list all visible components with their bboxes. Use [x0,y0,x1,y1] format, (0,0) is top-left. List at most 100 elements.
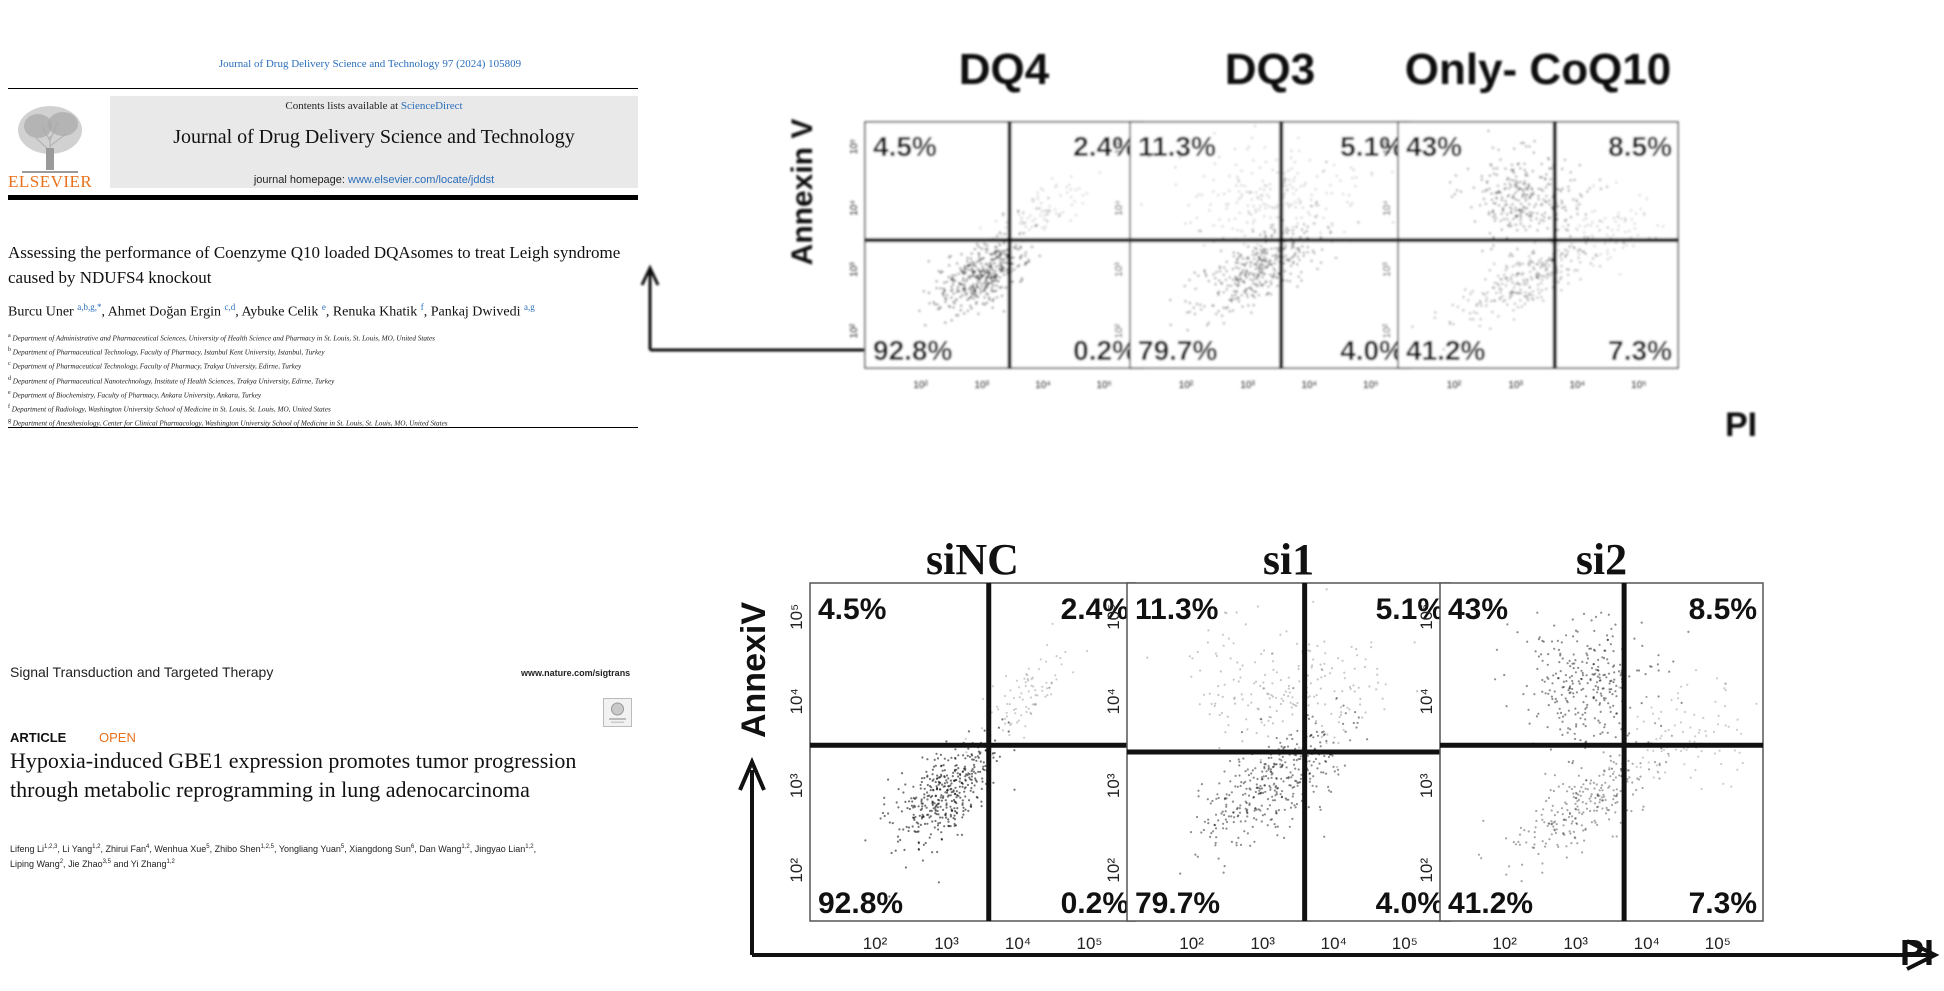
scatter-point [905,825,908,829]
scatter-point [1658,777,1661,780]
scatter-point [1236,661,1239,664]
scatter-point [1252,205,1255,208]
scatter-point [1277,249,1280,252]
scatter-point [1312,775,1315,778]
sciencedirect-link[interactable]: ScienceDirect [400,100,463,112]
scatter-point [1524,193,1527,196]
paper1-journal-reference[interactable]: Journal of Drug Delivery Science and Tec… [218,58,522,70]
scatter-point [1012,696,1016,700]
scatter-point [1043,209,1046,212]
scatter-point [1512,179,1515,182]
scatter-point [1552,821,1555,824]
scatter-point [939,753,943,757]
scatter-point [983,282,986,285]
scatter-point [1205,152,1208,155]
scatter-point [1566,701,1569,704]
scatter-point [1537,852,1540,856]
scatter-point [1186,311,1189,314]
scatter-point [1585,217,1588,220]
scatter-point [973,784,976,787]
scatter-point [1525,171,1528,174]
author-affil-sup[interactable]: a,b,g,* [77,302,102,312]
scatter-point [923,793,926,796]
scatter-point [1597,669,1600,672]
author-affil-sup[interactable]: f [420,302,424,312]
scatter-point [1592,697,1595,700]
scatter-point [1252,304,1255,307]
scatter-point [1530,215,1533,218]
scatter-point [1208,713,1211,716]
scatter-point [1307,649,1310,652]
scatter-point [1518,264,1521,267]
scatter-point [1321,668,1324,672]
scatter-point [1254,267,1257,270]
scatter-point [1528,264,1531,267]
scatter-point [1323,662,1326,665]
scatter-point [1336,768,1340,771]
scatter-point [1241,793,1245,796]
scatter-point [1415,690,1419,693]
scatter-point [1237,300,1240,303]
scatter-point [1598,721,1601,724]
scatter-point [1283,172,1286,175]
scatter-point [1570,815,1574,818]
scatter-point [958,772,962,776]
scatter-point [1481,292,1484,295]
scatter-point [888,895,891,898]
scatter-point [1245,257,1248,260]
scatter-point [921,756,924,759]
author-affil-sup[interactable]: a,g [524,302,535,312]
scatter-point [958,777,962,780]
quadrant-upper-left-label: 43% [1406,131,1462,162]
scatter-point [1631,762,1634,765]
scatter-point [1715,677,1719,680]
scatter-point [900,810,904,813]
scatter-points [864,614,1092,898]
check-for-updates-icon[interactable] [603,698,632,727]
scatter-point [1645,197,1648,200]
scatter-point [1565,699,1568,702]
scatter-point [1566,731,1569,734]
scatter-point [944,791,947,794]
scatter-point [1276,834,1279,837]
scatter-point [1004,675,1008,678]
scatter-point [1448,322,1452,325]
scatter-point [1037,668,1040,671]
scatter-point [948,264,951,267]
scatter-point [1313,251,1316,255]
scatter-point [1352,721,1355,725]
scatter-point [933,826,936,829]
scatter-point [1562,818,1565,822]
scatter-point [980,805,983,808]
scatter-point [979,760,982,763]
paper2-journal-url[interactable]: www.nature.com/sigtrans [521,668,631,678]
scatter-point [1584,718,1587,721]
scatter-point [992,272,995,275]
scatter-point [1178,156,1181,159]
scatter-point [1190,675,1193,678]
scatter-point [1528,293,1532,296]
scatter-point [1593,244,1596,248]
scatter-point [1337,741,1340,745]
author-affil-sup[interactable]: c,d [224,302,236,312]
scatter-point [1603,770,1606,773]
scatter-point [1613,715,1616,719]
scatter-point [958,785,961,788]
scatter-point [946,795,950,798]
homepage-link[interactable]: www.elsevier.com/locate/jddst [348,174,495,186]
scatter-point [1308,650,1312,653]
scatter-point [1560,264,1563,268]
scatter-point [1586,223,1589,226]
author-affil-sup[interactable]: e [321,302,326,312]
scatter-point [1557,249,1560,252]
scatter-point [1594,821,1597,824]
scatter-point [1238,211,1241,214]
scatter-point [1306,769,1309,772]
scatter-point [1272,783,1275,787]
scatter-point [1081,202,1084,205]
scatter-point [970,288,973,291]
scatter-point [992,284,995,287]
scatter-point [1003,252,1006,255]
scatter-point [976,261,979,264]
scatter-point [1569,832,1572,835]
